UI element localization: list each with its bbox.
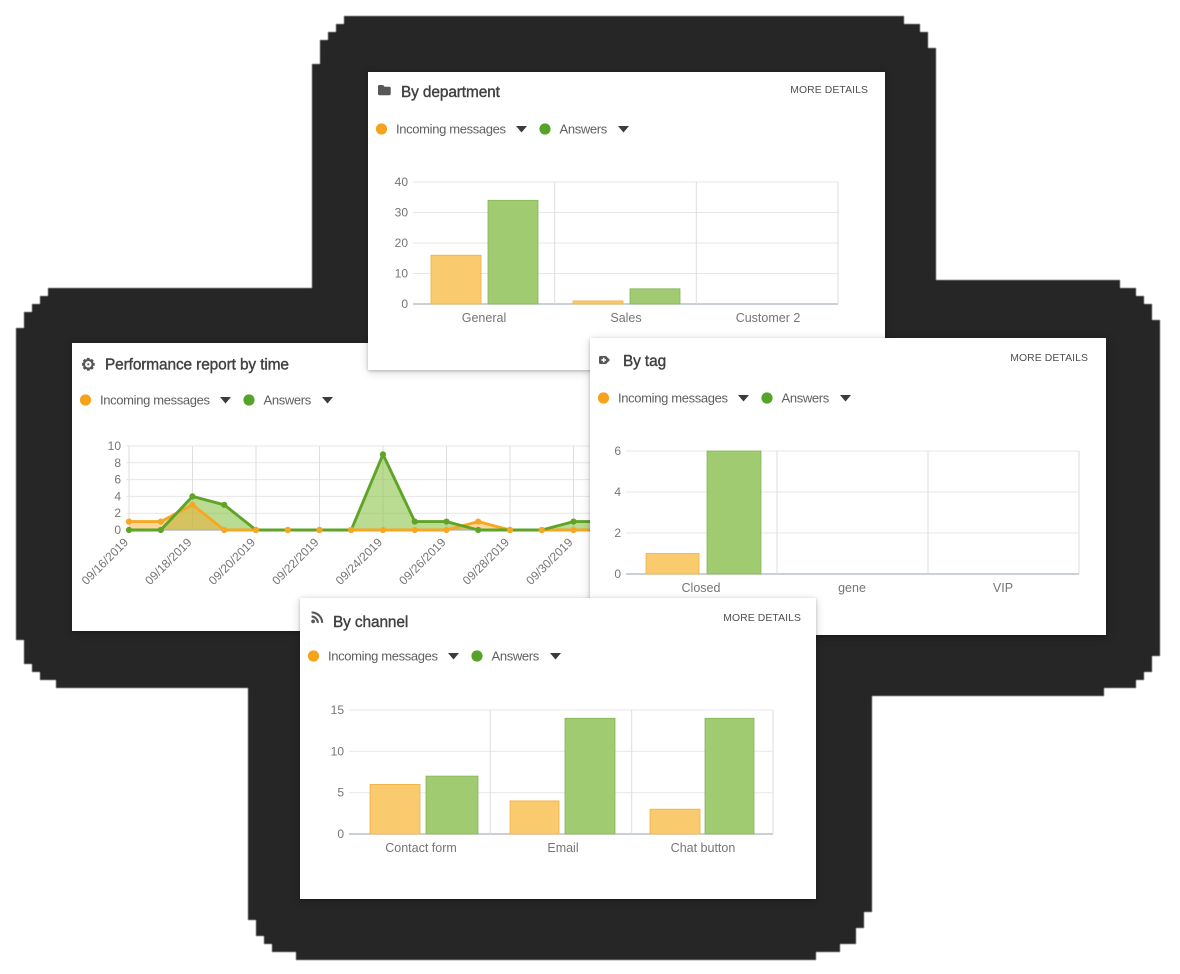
svg-text:09/20/2019: 09/20/2019 (206, 535, 259, 588)
svg-text:Incoming messages: Incoming messages (618, 391, 729, 406)
svg-text:40: 40 (395, 175, 409, 189)
svg-text:Incoming messages: Incoming messages (100, 393, 211, 408)
svg-text:10: 10 (108, 439, 122, 453)
svg-text:VIP: VIP (993, 581, 1013, 595)
svg-text:09/18/2019: 09/18/2019 (142, 535, 195, 588)
svg-text:Answers: Answers (492, 649, 540, 664)
svg-text:Incoming messages: Incoming messages (396, 122, 507, 137)
svg-text:Incoming messages: Incoming messages (328, 649, 439, 664)
svg-text:MORE DETAILS: MORE DETAILS (1010, 353, 1088, 364)
svg-text:General: General (462, 311, 506, 325)
svg-text:30: 30 (395, 206, 409, 220)
svg-text:Contact form: Contact form (385, 841, 457, 855)
svg-text:By tag: By tag (623, 353, 666, 370)
svg-text:10: 10 (331, 744, 345, 758)
svg-text:2: 2 (614, 526, 621, 540)
svg-text:09/16/2019: 09/16/2019 (79, 535, 132, 588)
svg-text:By channel: By channel (333, 614, 408, 631)
svg-text:Closed: Closed (682, 581, 721, 595)
svg-text:Email: Email (547, 841, 578, 855)
svg-text:Answers: Answers (264, 393, 312, 408)
svg-text:MORE DETAILS: MORE DETAILS (723, 613, 801, 624)
svg-text:8: 8 (114, 456, 121, 470)
svg-text:Chat button: Chat button (671, 841, 736, 855)
svg-text:5: 5 (337, 786, 344, 800)
svg-text:4: 4 (114, 489, 121, 503)
svg-text:0: 0 (401, 297, 408, 311)
svg-text:09/24/2019: 09/24/2019 (333, 535, 386, 588)
svg-text:10: 10 (395, 267, 409, 281)
svg-text:0: 0 (337, 827, 344, 841)
svg-text:2: 2 (114, 506, 121, 520)
svg-text:09/22/2019: 09/22/2019 (269, 535, 322, 588)
svg-text:09/28/2019: 09/28/2019 (460, 535, 513, 588)
svg-text:6: 6 (614, 444, 621, 458)
svg-text:Performance report by time: Performance report by time (105, 357, 289, 374)
svg-text:gene: gene (838, 581, 866, 595)
svg-text:Answers: Answers (560, 122, 608, 137)
svg-text:4: 4 (614, 485, 621, 499)
svg-text:Sales: Sales (610, 311, 641, 325)
svg-text:0: 0 (114, 523, 121, 537)
svg-text:By department: By department (401, 84, 501, 101)
svg-text:0: 0 (614, 567, 621, 581)
svg-text:09/30/2019: 09/30/2019 (523, 535, 576, 588)
svg-text:MORE DETAILS: MORE DETAILS (790, 85, 868, 96)
svg-text:6: 6 (114, 473, 121, 487)
svg-text:20: 20 (395, 236, 409, 250)
svg-text:09/26/2019: 09/26/2019 (396, 535, 449, 588)
svg-text:Customer 2: Customer 2 (736, 311, 801, 325)
svg-text:15: 15 (331, 703, 345, 717)
svg-text:Answers: Answers (782, 391, 830, 406)
